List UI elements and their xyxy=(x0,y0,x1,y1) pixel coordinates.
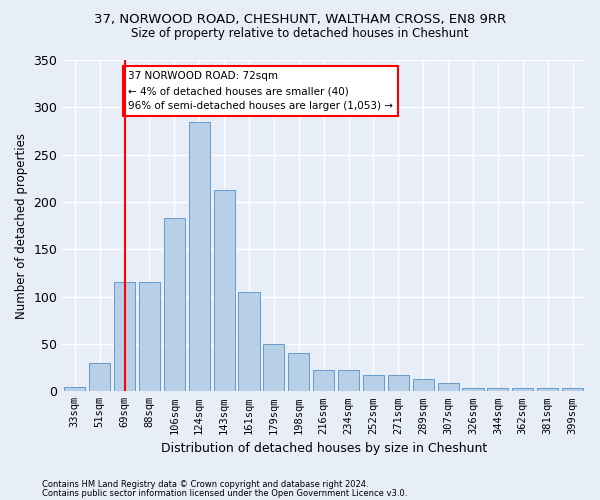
Bar xyxy=(238,292,260,392)
X-axis label: Distribution of detached houses by size in Cheshunt: Distribution of detached houses by size … xyxy=(161,442,487,455)
Bar xyxy=(139,282,160,392)
Bar xyxy=(164,218,185,392)
Text: 37 NORWOOD ROAD: 72sqm
← 4% of detached houses are smaller (40)
96% of semi-deta: 37 NORWOOD ROAD: 72sqm ← 4% of detached … xyxy=(128,72,393,111)
Bar xyxy=(188,122,210,392)
Bar xyxy=(338,370,359,392)
Bar xyxy=(89,363,110,392)
Bar xyxy=(64,386,85,392)
Text: Contains HM Land Registry data © Crown copyright and database right 2024.: Contains HM Land Registry data © Crown c… xyxy=(42,480,368,489)
Bar xyxy=(487,388,508,392)
Bar xyxy=(114,282,135,392)
Bar xyxy=(263,344,284,392)
Y-axis label: Number of detached properties: Number of detached properties xyxy=(15,132,28,318)
Text: Contains public sector information licensed under the Open Government Licence v3: Contains public sector information licen… xyxy=(42,488,407,498)
Bar xyxy=(562,388,583,392)
Bar xyxy=(313,370,334,392)
Bar xyxy=(512,388,533,392)
Text: 37, NORWOOD ROAD, CHESHUNT, WALTHAM CROSS, EN8 9RR: 37, NORWOOD ROAD, CHESHUNT, WALTHAM CROS… xyxy=(94,12,506,26)
Bar xyxy=(214,190,235,392)
Bar xyxy=(388,375,409,392)
Bar xyxy=(288,354,310,392)
Bar xyxy=(537,388,558,392)
Bar xyxy=(463,388,484,392)
Bar xyxy=(437,383,458,392)
Text: Size of property relative to detached houses in Cheshunt: Size of property relative to detached ho… xyxy=(131,28,469,40)
Bar xyxy=(413,379,434,392)
Bar xyxy=(363,375,384,392)
